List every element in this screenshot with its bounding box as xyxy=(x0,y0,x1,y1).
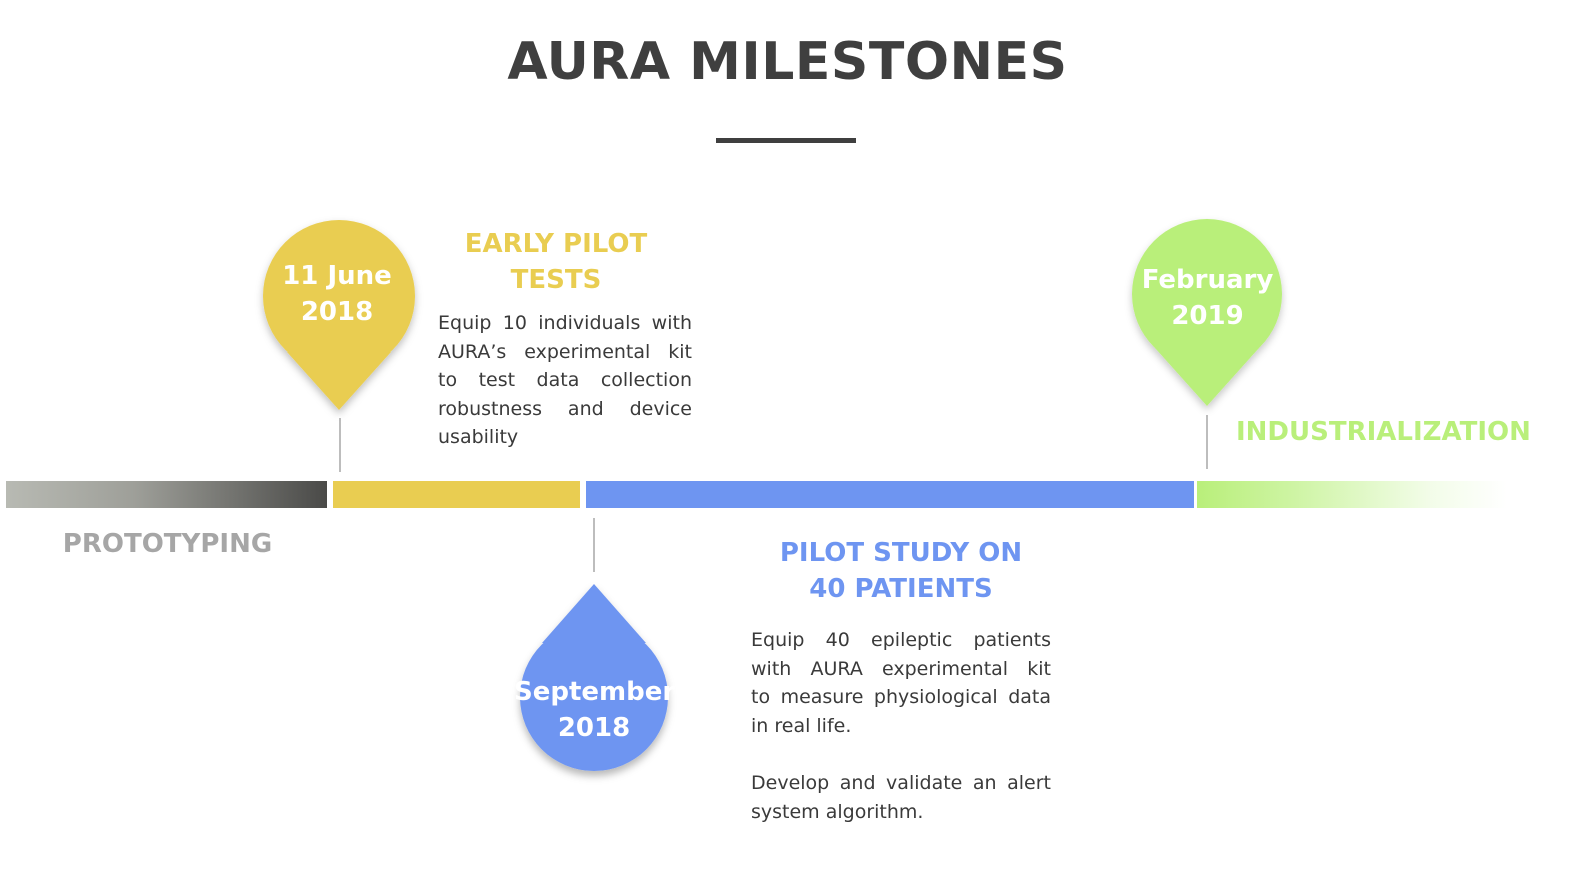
title-underline xyxy=(716,138,856,143)
phase-heading-pilot-study: PILOT STUDY ON 40 PATIENTS xyxy=(756,535,1046,608)
description-line: usability xyxy=(438,426,519,448)
description-line: Develop and validate an alert xyxy=(751,772,1051,794)
phase-description-early-pilot: Equip 10 individuals with AURA’s experim… xyxy=(438,309,692,452)
page-title: AURA MILESTONES xyxy=(507,32,1068,92)
phase-heading-early-pilot: EARLY PILOT TESTS xyxy=(436,226,676,299)
milestone-date-line2: 2018 xyxy=(300,297,374,328)
phase-heading-line2: 40 PATIENTS xyxy=(809,574,993,605)
description-line: to test data collection xyxy=(438,369,692,391)
phase-heading-line2: TESTS xyxy=(510,265,602,296)
milestone-date-line1: 11 June xyxy=(282,261,392,291)
map-pin-icon xyxy=(1132,219,1282,406)
milestone-date-line2: 2018 xyxy=(557,713,631,744)
phase-description-pilot-study: Equip 40 epileptic patients with AURA ex… xyxy=(751,626,1051,740)
timeline-bar-prototyping xyxy=(6,481,327,508)
phase-description-pilot-study-alert: Develop and validate an alert system alg… xyxy=(751,769,1051,826)
milestone-date-line1: February xyxy=(1141,265,1274,295)
timeline-bar-early-pilot xyxy=(333,481,580,508)
description-line: system algorithm. xyxy=(751,800,924,823)
timeline-bar-industrialization xyxy=(1197,481,1507,508)
map-pin-icon xyxy=(520,584,668,771)
milestone-tick-february-2019 xyxy=(1206,415,1208,469)
description-line: AURA’s experimental kit xyxy=(438,340,692,363)
map-pin-icon xyxy=(263,220,415,410)
timeline-bar-pilot-study xyxy=(586,481,1194,508)
milestone-date-line1: September xyxy=(514,677,676,707)
description-line: to measure physiological data xyxy=(751,686,1051,708)
description-line: with AURA experimental kit xyxy=(751,657,1051,680)
phase-heading-line1: EARLY PILOT xyxy=(464,229,648,259)
milestone-date-september-2018: September 2018 xyxy=(514,674,676,747)
milestone-tick-september-2018 xyxy=(593,518,595,572)
milestone-date-june-2018: 11 June 2018 xyxy=(262,258,412,331)
milestone-date-february-2019: February 2019 xyxy=(1130,262,1285,335)
phase-heading-prototyping: PROTOTYPING xyxy=(62,529,273,559)
description-line: in real life. xyxy=(751,714,852,737)
milestone-tick-june-2018 xyxy=(339,418,341,472)
milestone-date-line2: 2019 xyxy=(1171,301,1244,332)
description-line: Equip 40 epileptic patients xyxy=(751,629,1051,651)
phase-heading-industrialization: INDUSTRIALIZATION xyxy=(1236,417,1531,447)
phase-heading-line1: PILOT STUDY ON xyxy=(779,538,1023,568)
description-line: robustness and device xyxy=(438,397,692,420)
description-line: Equip 10 individuals with xyxy=(438,312,692,334)
